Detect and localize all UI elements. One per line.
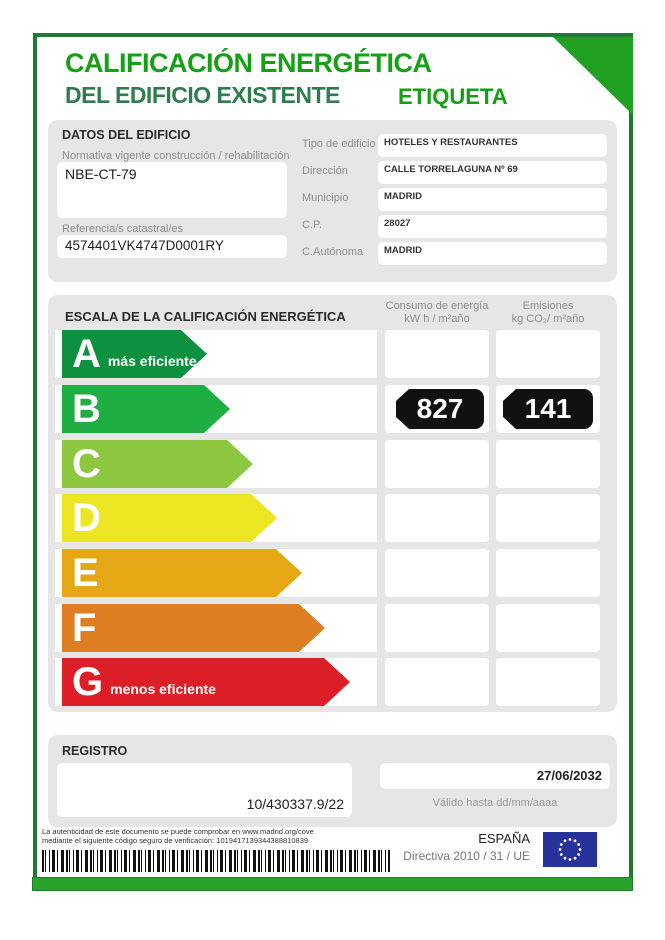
- page-subtitle: DEL EDIFICIO EXISTENTE: [65, 82, 340, 108]
- rating-note-g: menos eficiente: [110, 681, 216, 697]
- field-cp-value: 28027: [384, 218, 411, 229]
- consumption-cell-g: [385, 658, 489, 706]
- page-title: CALIFICACIÓN ENERGÉTICA: [65, 48, 432, 78]
- rating-arrow-b: B: [62, 385, 230, 433]
- fineprint-line2: mediante el siguiente código seguro de v…: [42, 836, 309, 845]
- rating-arrow-f: F: [62, 604, 325, 652]
- registry-section-title: REGISTRO: [62, 744, 128, 758]
- registry-number-value: 10/430337.9/22: [246, 796, 344, 812]
- field-direccion-value: CALLE TORRELAGUNA Nº 69: [384, 164, 518, 175]
- eu-flag-icon: [543, 832, 597, 867]
- emissions-cell-c: [496, 440, 600, 488]
- field-tipo: HOTELES Y RESTAURANTES: [378, 134, 607, 157]
- field-label-tipo: Tipo de edificio: [302, 138, 376, 150]
- emissions-cell-b: 141: [496, 385, 600, 433]
- scale-section-title: ESCALA DE LA CALIFICACIÓN ENERGÉTICA: [65, 309, 346, 324]
- rating-letter-b: B: [72, 387, 101, 431]
- rating-arrow-g: G menos eficiente: [62, 658, 350, 706]
- scale-row-band-f: F: [55, 604, 377, 652]
- corner-fold-decoration: [553, 37, 633, 115]
- rating-arrow-e: E: [62, 549, 302, 597]
- consumption-header-line1: Consumo de energía: [385, 300, 489, 312]
- referencia-field: 4574401VK4747D0001RY: [57, 235, 287, 258]
- consumption-cell-b: 827: [385, 385, 489, 433]
- rating-letter-g: G: [72, 660, 104, 704]
- building-section-title: DATOS DEL EDIFICIO: [62, 128, 191, 142]
- directive-label: Directiva 2010 / 31 / UE: [403, 849, 530, 863]
- emissions-value-tag: 141: [503, 389, 593, 429]
- consumption-cell-a: [385, 330, 489, 378]
- rating-arrow-d: D: [62, 494, 277, 542]
- scale-row-band-d: D: [55, 494, 377, 542]
- rating-letter-f: F: [72, 606, 97, 650]
- consumption-cell-d: [385, 494, 489, 542]
- consumption-column-header: Consumo de energía kW h / m²año: [377, 300, 497, 326]
- normativa-label: Normativa vigente construcción / rehabil…: [62, 150, 290, 162]
- etiqueta-label: ETIQUETA: [398, 84, 508, 109]
- valid-date-field: 27/06/2032: [380, 763, 610, 789]
- rating-letter-a: A: [72, 332, 101, 376]
- referencia-label: Referencia/s catastral/es: [62, 223, 184, 235]
- field-cautonoma: MADRID: [378, 242, 607, 265]
- registry-number-field: 10/430337.9/22: [57, 763, 352, 817]
- emissions-cell-d: [496, 494, 600, 542]
- field-cp: 28027: [378, 215, 607, 238]
- consumption-cell-e: [385, 549, 489, 597]
- field-municipio: MADRID: [378, 188, 607, 211]
- field-direccion: CALLE TORRELAGUNA Nº 69: [378, 161, 607, 184]
- rating-letter-d: D: [72, 496, 101, 540]
- scale-row-band-g: G menos eficiente: [55, 658, 377, 706]
- emissions-cell-f: [496, 604, 600, 652]
- emissions-column-header: Emisiones kg CO₂/ m²año: [488, 300, 608, 326]
- bottom-green-bar: [32, 877, 633, 891]
- referencia-value: 4574401VK4747D0001RY: [65, 238, 224, 253]
- rating-letter-c: C: [72, 442, 101, 486]
- scale-row-band-e: E: [55, 549, 377, 597]
- emissions-header-line2: kg CO₂/ m²año: [511, 313, 585, 325]
- authenticity-fineprint: La autenticidad de este documento se pue…: [42, 827, 314, 845]
- emissions-cell-e: [496, 549, 600, 597]
- rating-note-a: más eficiente: [107, 353, 197, 369]
- normativa-value: NBE-CT-79: [65, 166, 137, 182]
- normativa-field: NBE-CT-79: [57, 162, 287, 218]
- rating-arrow-c: C: [62, 440, 253, 488]
- field-label-cp: C.P.: [302, 219, 322, 231]
- consumption-cell-c: [385, 440, 489, 488]
- field-cautonoma-value: MADRID: [384, 245, 422, 256]
- valid-until-label: Válido hasta dd/mm/aaaa: [432, 797, 558, 809]
- country-label: ESPAÑA: [478, 831, 530, 846]
- rating-arrow-a: A más eficiente: [62, 330, 207, 378]
- emissions-cell-g: [496, 658, 600, 706]
- registry-section: REGISTRO 10/430337.9/22 27/06/2032 Válid…: [48, 735, 617, 827]
- consumption-header-line2: kW h / m²año: [404, 313, 470, 325]
- valid-date-value: 27/06/2032: [536, 768, 602, 783]
- field-tipo-value: HOTELES Y RESTAURANTES: [384, 137, 518, 148]
- emissions-cell-a: [496, 330, 600, 378]
- scale-row-band-c: C: [55, 440, 377, 488]
- verification-barcode: [42, 850, 390, 872]
- fineprint-line1: La autenticidad de este documento se pue…: [42, 827, 314, 836]
- field-label-municipio: Municipio: [302, 192, 349, 204]
- energy-scale-section: ESCALA DE LA CALIFICACIÓN ENERGÉTICA Con…: [48, 295, 617, 712]
- field-municipio-value: MADRID: [384, 191, 422, 202]
- building-data-section: DATOS DEL EDIFICIO Normativa vigente con…: [48, 120, 617, 282]
- emissions-header-line1: Emisiones: [522, 300, 574, 312]
- consumption-cell-f: [385, 604, 489, 652]
- field-label-direccion: Dirección: [302, 165, 348, 177]
- scale-row-band-b: B: [55, 385, 377, 433]
- rating-letter-e: E: [72, 551, 99, 595]
- scale-row-band-a: A más eficiente: [55, 330, 377, 378]
- consumption-value-tag: 827: [396, 389, 484, 429]
- field-label-cautonoma: C.Autónoma: [302, 246, 364, 258]
